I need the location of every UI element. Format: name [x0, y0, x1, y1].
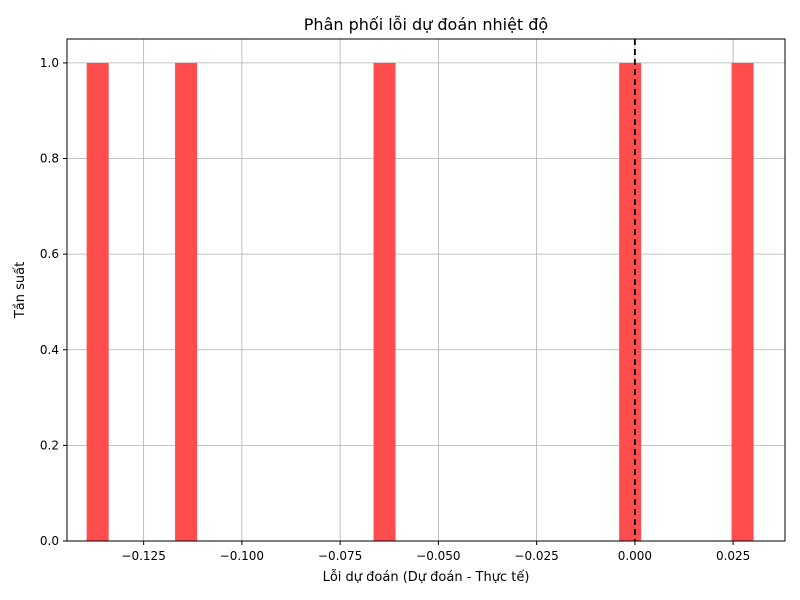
histogram-bar	[619, 62, 642, 542]
y-axis-label: Tần suất	[13, 262, 28, 319]
x-tick-label: 0.025	[716, 549, 750, 563]
histogram-bars	[86, 62, 754, 542]
histogram-bar	[175, 62, 198, 542]
y-tick-label: 0.4	[40, 343, 59, 357]
histogram-bar	[86, 62, 109, 542]
x-tick-label: −0.100	[220, 549, 264, 563]
x-tick-label: −0.075	[318, 549, 362, 563]
y-ticks: 0.0 0.2 0.4 0.6 0.8 1.0	[40, 56, 67, 548]
chart-title: Phân phối lỗi dự đoán nhiệt độ	[304, 15, 548, 34]
y-tick-label: 0.8	[40, 152, 59, 166]
y-tick-label: 0.0	[40, 534, 59, 548]
histogram-bar	[373, 62, 396, 542]
x-ticks: −0.125 −0.100 −0.075 −0.050 −0.025 0.000 0.025	[121, 541, 750, 563]
x-axis-label: Lỗi dự đoán (Dự đoán - Thực tế)	[323, 570, 530, 585]
grid-lines	[67, 39, 785, 542]
x-tick-label: 0.000	[618, 549, 652, 563]
x-tick-label: −0.025	[514, 549, 558, 563]
plot-frame	[66, 38, 786, 542]
histogram-bar	[731, 62, 754, 542]
x-tick-label: −0.050	[416, 549, 460, 563]
y-tick-label: 0.6	[40, 247, 59, 261]
y-tick-label: 1.0	[40, 56, 59, 70]
y-tick-label: 0.2	[40, 438, 59, 452]
x-tick-label: −0.125	[121, 549, 165, 563]
